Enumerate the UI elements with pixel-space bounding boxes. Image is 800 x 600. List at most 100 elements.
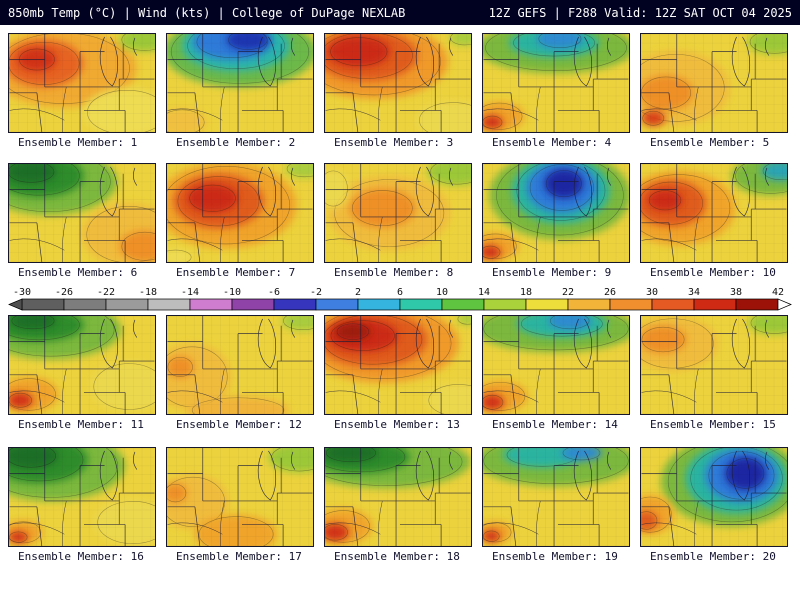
colorbar-segment — [147, 298, 191, 311]
colorbar-segment — [273, 298, 317, 311]
ensemble-panel: Ensemble Member: 19 — [482, 447, 630, 563]
panel-caption: Ensemble Member: 20 — [650, 550, 776, 563]
panel-caption: Ensemble Member: 5 — [650, 136, 770, 149]
colorbar-tick-label: -22 — [97, 287, 115, 298]
panel-row-3: Ensemble Member: 11 Ensemble Member: 12 En… — [0, 315, 800, 431]
ensemble-panel: Ensemble Member: 15 — [640, 315, 788, 431]
ensemble-panel: Ensemble Member: 13 — [324, 315, 472, 431]
colorbar-tick-label: 22 — [562, 287, 574, 298]
colorbar-segment — [21, 298, 65, 311]
weather-map — [8, 447, 156, 547]
panel-caption: Ensemble Member: 3 — [334, 136, 454, 149]
panel-caption: Ensemble Member: 16 — [18, 550, 144, 563]
weather-map — [640, 163, 788, 263]
weather-map — [640, 447, 788, 547]
colorbar-tick-label: -26 — [55, 287, 73, 298]
colorbar-tick-label: 10 — [436, 287, 448, 298]
colorbar-tick-label: 42 — [772, 287, 784, 298]
ensemble-panel: Ensemble Member: 1 — [8, 33, 156, 149]
colorbar-tick-label: 34 — [688, 287, 700, 298]
panel-caption: Ensemble Member: 11 — [18, 418, 144, 431]
panel-caption: Ensemble Member: 9 — [492, 266, 612, 279]
panel-caption: Ensemble Member: 12 — [176, 418, 302, 431]
colorbar-left-arrow — [8, 298, 23, 311]
header-bar: 850mb Temp (°C) | Wind (kts) | College o… — [0, 0, 800, 25]
colorbar-tick-label: -30 — [13, 287, 31, 298]
ensemble-panel: Ensemble Member: 11 — [8, 315, 156, 431]
colorbar-tick-label: 30 — [646, 287, 658, 298]
weather-map — [166, 163, 314, 263]
ensemble-panel: Ensemble Member: 6 — [8, 163, 156, 279]
product-title: 850mb Temp (°C) | Wind (kts) | College o… — [8, 5, 406, 20]
ensemble-panel: Ensemble Member: 16 — [8, 447, 156, 563]
colorbar-tick-label: -10 — [223, 287, 241, 298]
panel-caption: Ensemble Member: 18 — [334, 550, 460, 563]
panel-caption: Ensemble Member: 14 — [492, 418, 618, 431]
weather-map — [324, 163, 472, 263]
panel-row-2: Ensemble Member: 6 Ensemble Member: 7 Ense… — [0, 163, 800, 279]
colorbar-segment — [483, 298, 527, 311]
panel-caption: Ensemble Member: 10 — [650, 266, 776, 279]
panel-caption: Ensemble Member: 2 — [176, 136, 296, 149]
panel-caption: Ensemble Member: 1 — [18, 136, 138, 149]
weather-map — [482, 163, 630, 263]
colorbar-tick-label: 14 — [478, 287, 490, 298]
panel-caption: Ensemble Member: 19 — [492, 550, 618, 563]
weather-map — [482, 315, 630, 415]
panel-caption: Ensemble Member: 4 — [492, 136, 612, 149]
ensemble-panel: Ensemble Member: 8 — [324, 163, 472, 279]
ensemble-panel: Ensemble Member: 18 — [324, 447, 472, 563]
colorbar-scale: -30 -26 -22 -18 -14 -10 -6 -2 2 6 10 14 18 22 26 30 34 38… — [8, 287, 792, 311]
panel-caption: Ensemble Member: 15 — [650, 418, 776, 431]
ensemble-panel: Ensemble Member: 2 — [166, 33, 314, 149]
weather-map — [8, 315, 156, 415]
weather-map — [482, 33, 630, 133]
temperature-colorbar: -30 -26 -22 -18 -14 -10 -6 -2 2 6 10 14 18 22 26 30 34 38… — [8, 285, 792, 311]
panel-row-1: Ensemble Member: 1 Ensemble Member: 2 Ense… — [0, 33, 800, 149]
ensemble-panel: Ensemble Member: 20 — [640, 447, 788, 563]
weather-map — [324, 33, 472, 133]
panel-row-4: Ensemble Member: 16 Ensemble Member: 17 En… — [0, 447, 800, 563]
ensemble-panel: Ensemble Member: 3 — [324, 33, 472, 149]
panel-caption: Ensemble Member: 17 — [176, 550, 302, 563]
ensemble-panel: Ensemble Member: 7 — [166, 163, 314, 279]
run-valid-info: 12Z GEFS | F288 Valid: 12Z SAT OCT 04 20… — [488, 5, 792, 20]
panel-caption: Ensemble Member: 8 — [334, 266, 454, 279]
weather-map — [166, 315, 314, 415]
ensemble-panel: Ensemble Member: 9 — [482, 163, 630, 279]
weather-map — [166, 33, 314, 133]
panel-caption: Ensemble Member: 6 — [18, 266, 138, 279]
weather-map — [8, 33, 156, 133]
colorbar-tick-label: 6 — [397, 287, 403, 298]
colorbar-segment — [357, 298, 401, 311]
colorbar-segment — [567, 298, 611, 311]
colorbar-segment — [441, 298, 485, 311]
weather-map — [482, 447, 630, 547]
ensemble-panel: Ensemble Member: 10 — [640, 163, 788, 279]
colorbar-tick-label: -2 — [310, 287, 322, 298]
colorbar-segment — [525, 298, 569, 311]
colorbar-tick-label: -6 — [268, 287, 280, 298]
colorbar-tick-label: 38 — [730, 287, 742, 298]
weather-map — [324, 447, 472, 547]
panel-caption: Ensemble Member: 7 — [176, 266, 296, 279]
colorbar-segment — [651, 298, 695, 311]
panel-caption: Ensemble Member: 13 — [334, 418, 460, 431]
ensemble-panel: Ensemble Member: 5 — [640, 33, 788, 149]
weather-map — [640, 33, 788, 133]
ensemble-panel: Ensemble Member: 4 — [482, 33, 630, 149]
ensemble-panel: Ensemble Member: 17 — [166, 447, 314, 563]
colorbar-segment — [735, 298, 779, 311]
colorbar-segment — [609, 298, 653, 311]
colorbar-segment — [231, 298, 275, 311]
colorbar-right-arrow — [777, 298, 792, 311]
colorbar-segment — [693, 298, 737, 311]
weather-map — [640, 315, 788, 415]
colorbar-segment — [399, 298, 443, 311]
colorbar-segment — [315, 298, 359, 311]
colorbar-segment — [63, 298, 107, 311]
weather-map — [8, 163, 156, 263]
weather-map — [324, 315, 472, 415]
colorbar-tick-label: 26 — [604, 287, 616, 298]
colorbar-tick-label: -18 — [139, 287, 157, 298]
